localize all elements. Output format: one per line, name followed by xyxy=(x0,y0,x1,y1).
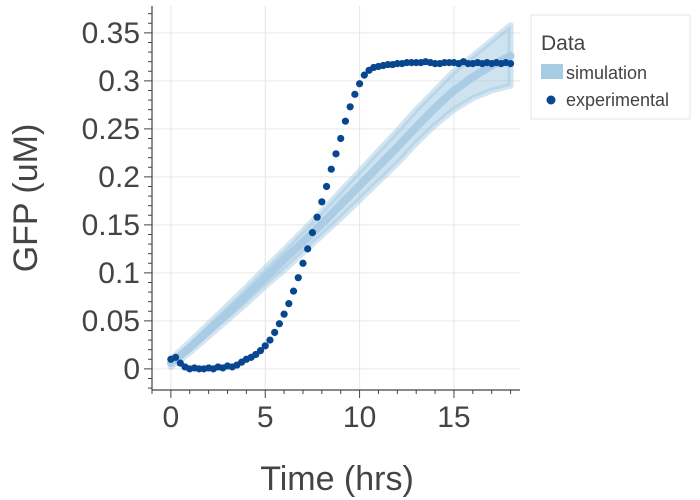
experimental-point xyxy=(318,198,326,206)
experimental-point xyxy=(322,182,331,191)
legend-simulation-label: simulation xyxy=(566,63,647,83)
x-axis-ticks: 0 5 10 15 xyxy=(151,390,512,434)
experimental-point xyxy=(294,274,302,282)
experimental-point xyxy=(506,60,515,68)
x-tick-label: 10 xyxy=(343,401,376,434)
experimental-point xyxy=(289,287,298,295)
legend-simulation-swatch xyxy=(541,64,563,79)
experimental-point xyxy=(171,353,180,361)
experimental-point xyxy=(355,80,364,88)
experimental-point xyxy=(256,347,265,355)
x-tick-label: 5 xyxy=(257,401,274,434)
axes xyxy=(151,6,520,391)
y-axis-ticks: 0 0.05 0.1 0.15 0.2 0.25 0.3 0.35 xyxy=(82,13,152,389)
simulation-band xyxy=(166,22,515,370)
experimental-point xyxy=(313,213,321,221)
y-tick-label: 0.15 xyxy=(82,209,140,242)
experimental-point xyxy=(280,310,288,318)
experimental-point xyxy=(360,71,368,79)
experimental-point xyxy=(308,228,317,237)
experimental-point xyxy=(271,328,279,336)
experimental-point xyxy=(346,103,354,111)
x-axis-title: Time (hrs) xyxy=(260,460,414,498)
y-tick-label: 0.25 xyxy=(82,113,140,146)
y-axis-title: GFP (uM) xyxy=(7,124,45,273)
legend: Data simulation experimental xyxy=(530,14,691,120)
y-tick-label: 0.35 xyxy=(82,17,140,50)
experimental-point xyxy=(275,320,283,328)
x-tick-label: 0 xyxy=(163,401,180,434)
legend-experimental-label: experimental xyxy=(566,90,669,110)
experimental-point xyxy=(341,117,350,125)
legend-title: Data xyxy=(541,32,586,55)
x-tick-label: 15 xyxy=(437,401,470,434)
experimental-point xyxy=(266,336,274,344)
y-tick-label: 0 xyxy=(123,353,140,386)
experimental-point xyxy=(285,300,293,308)
experimental-point xyxy=(299,259,307,267)
legend-experimental-marker xyxy=(546,95,556,105)
experimental-points xyxy=(167,58,515,373)
experimental-point xyxy=(327,165,335,173)
experimental-point xyxy=(261,342,269,350)
y-tick-label: 0.2 xyxy=(98,161,140,194)
experimental-point xyxy=(332,150,340,158)
y-tick-label: 0.05 xyxy=(82,305,140,338)
simulation-line xyxy=(166,51,515,368)
y-tick-label: 0.3 xyxy=(98,65,140,98)
experimental-point xyxy=(337,134,345,143)
y-tick-label: 0.1 xyxy=(98,257,140,290)
experimental-point xyxy=(351,90,359,98)
experimental-point xyxy=(304,245,312,253)
